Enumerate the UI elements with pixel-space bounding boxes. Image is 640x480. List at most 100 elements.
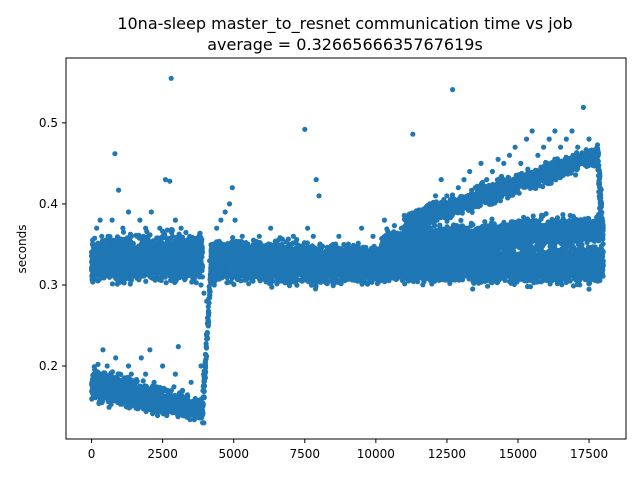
data-point-3678 (172, 392, 178, 398)
data-point-3646 (143, 408, 149, 415)
data-point-3692 (112, 377, 118, 383)
data-point-3287 (106, 404, 112, 410)
data-point-3743 (205, 321, 211, 327)
data-point-1688 (158, 277, 164, 283)
data-point-3674 (157, 404, 163, 410)
data-point-3784 (201, 388, 207, 394)
data-point-2196 (122, 250, 129, 256)
data-point-4687 (341, 241, 347, 248)
data-point-3684 (106, 398, 112, 405)
data-point-2158 (172, 265, 178, 271)
data-point-3630 (149, 388, 155, 394)
data-point-2160 (142, 259, 148, 265)
data-point-3786 (202, 370, 208, 376)
data-point-2183 (120, 263, 126, 269)
data-point-2152 (169, 226, 175, 233)
data-point-3589 (102, 371, 108, 377)
data-point-2148 (125, 260, 131, 266)
data-point-3631 (153, 400, 159, 407)
data-point-2193 (92, 252, 99, 258)
data-point-3590 (91, 364, 97, 370)
data-point-2197 (157, 269, 163, 275)
data-point-3780 (203, 341, 209, 347)
data-point-2431 (140, 378, 146, 384)
data-point-2121 (137, 272, 143, 278)
data-point-3643 (123, 379, 129, 385)
data-point-1976 (152, 277, 158, 283)
data-point-1957 (173, 273, 179, 279)
data-point-3697 (188, 410, 194, 416)
data-point-3514 (100, 394, 106, 401)
data-point-3659 (90, 372, 96, 378)
data-point-3686 (136, 405, 142, 411)
data-point-1834 (168, 277, 174, 283)
data-point-3584 (157, 388, 163, 394)
data-point-2101 (112, 263, 118, 269)
data-point-3580 (171, 384, 177, 390)
data-point-3618 (107, 377, 113, 383)
data-point-3693 (164, 397, 170, 403)
data-point-3787 (200, 410, 206, 416)
data-point-2034 (127, 281, 133, 287)
data-point-1889 (136, 277, 142, 283)
data-point-2027 (161, 268, 168, 274)
data-point-3671 (116, 391, 122, 397)
data-point-3788 (201, 383, 207, 390)
data-point-3593 (114, 384, 120, 390)
data-point-1553 (109, 281, 115, 287)
data-point-2094 (179, 234, 185, 240)
data-point-2088 (185, 272, 191, 278)
data-point-2140 (128, 239, 134, 245)
data-point-3694 (141, 394, 147, 400)
data-point-1603 (118, 236, 124, 242)
data-point-3776 (206, 283, 212, 290)
data-point-3679 (179, 400, 185, 407)
data-point-1487 (183, 229, 189, 236)
data-point-2061 (96, 247, 103, 253)
data-point-2141 (176, 243, 182, 249)
data-point-2048 (101, 242, 107, 248)
y-axis-label: seconds (15, 224, 29, 273)
scatter-marks (89, 75, 606, 426)
data-point-2168 (183, 252, 190, 258)
data-point-1652 (197, 236, 203, 242)
data-point-1194 (90, 279, 96, 285)
data-point-3533 (96, 400, 102, 406)
data-point-2189 (134, 254, 140, 260)
data-point-2151 (147, 262, 153, 268)
data-point-3699 (127, 388, 133, 394)
data-point-1415 (95, 240, 101, 246)
data-point-3781 (204, 336, 210, 342)
data-point-3661 (173, 409, 179, 415)
data-point-3690 (143, 388, 149, 394)
chart-title: 10na-sleep master_to_resnet communicatio… (117, 14, 572, 34)
data-point-3696 (185, 398, 191, 404)
data-point-1902 (197, 230, 203, 236)
data-point-3698 (127, 394, 133, 400)
chart-subtitle: average = 0.3266566635767619s (207, 35, 483, 54)
data-point-2037 (179, 274, 185, 280)
data-point-1167 (120, 229, 127, 235)
data-point-3653 (150, 411, 156, 417)
data-point-314 (193, 280, 199, 286)
data-point-2092 (146, 242, 153, 248)
data-point-3771 (201, 394, 207, 401)
data-point-2166 (163, 251, 169, 257)
data-point-3672 (134, 378, 140, 384)
data-point-3612 (179, 395, 185, 401)
data-point-3777 (204, 353, 210, 359)
data-point-1657 (189, 279, 195, 285)
data-point-1824 (162, 273, 168, 279)
data-point-3778 (202, 375, 208, 381)
data-point-3664 (174, 403, 180, 409)
data-point-2087 (129, 261, 135, 267)
data-point-1054 (90, 237, 96, 243)
data-point-3536 (161, 411, 167, 417)
data-point-2178 (144, 254, 150, 261)
data-point-2051 (141, 240, 147, 246)
data-point-1838 (163, 280, 169, 286)
data-point-2136 (126, 276, 132, 282)
data-point-2170 (109, 272, 115, 278)
data-point-4551 (231, 281, 237, 287)
